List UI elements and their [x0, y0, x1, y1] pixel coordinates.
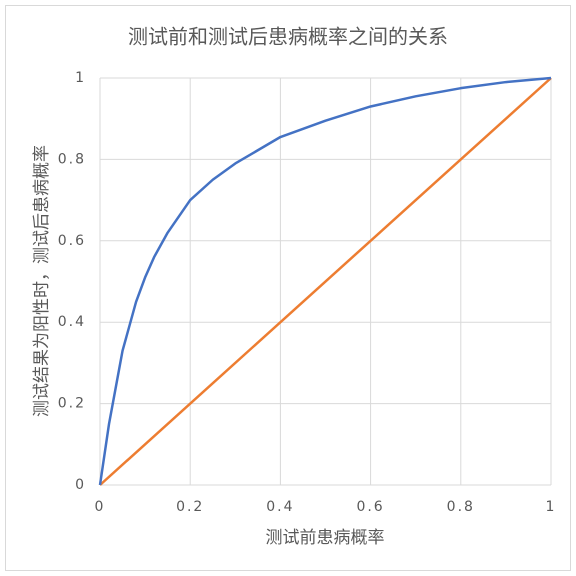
series-line — [98, 76, 552, 486]
x-tick-label: 1 — [546, 499, 557, 515]
chart-border — [5, 5, 571, 571]
chart-title: 测试前和测试后患病概率之间的关系 — [128, 25, 448, 49]
y-tick-label: 1 — [75, 70, 86, 86]
y-tick-label: 0.8 — [58, 151, 86, 167]
x-tick-label: 0.2 — [176, 499, 204, 515]
y-axis-title: 测试结果为阳性时，测试后患病概率 — [32, 145, 52, 417]
y-tick-label: 0.6 — [58, 233, 86, 249]
y-tick-label: 0.2 — [58, 396, 86, 412]
y-tick-label: 0 — [75, 477, 86, 493]
x-axis-title: 测试前患病概率 — [266, 528, 385, 548]
series-line — [99, 77, 552, 486]
x-tick-label: 0.6 — [356, 499, 384, 515]
y-tick-label: 0.4 — [58, 314, 86, 330]
x-tick-label: 0.4 — [266, 499, 294, 515]
x-tick-label: 0.8 — [447, 499, 475, 515]
x-tick-label: 0 — [95, 499, 106, 515]
